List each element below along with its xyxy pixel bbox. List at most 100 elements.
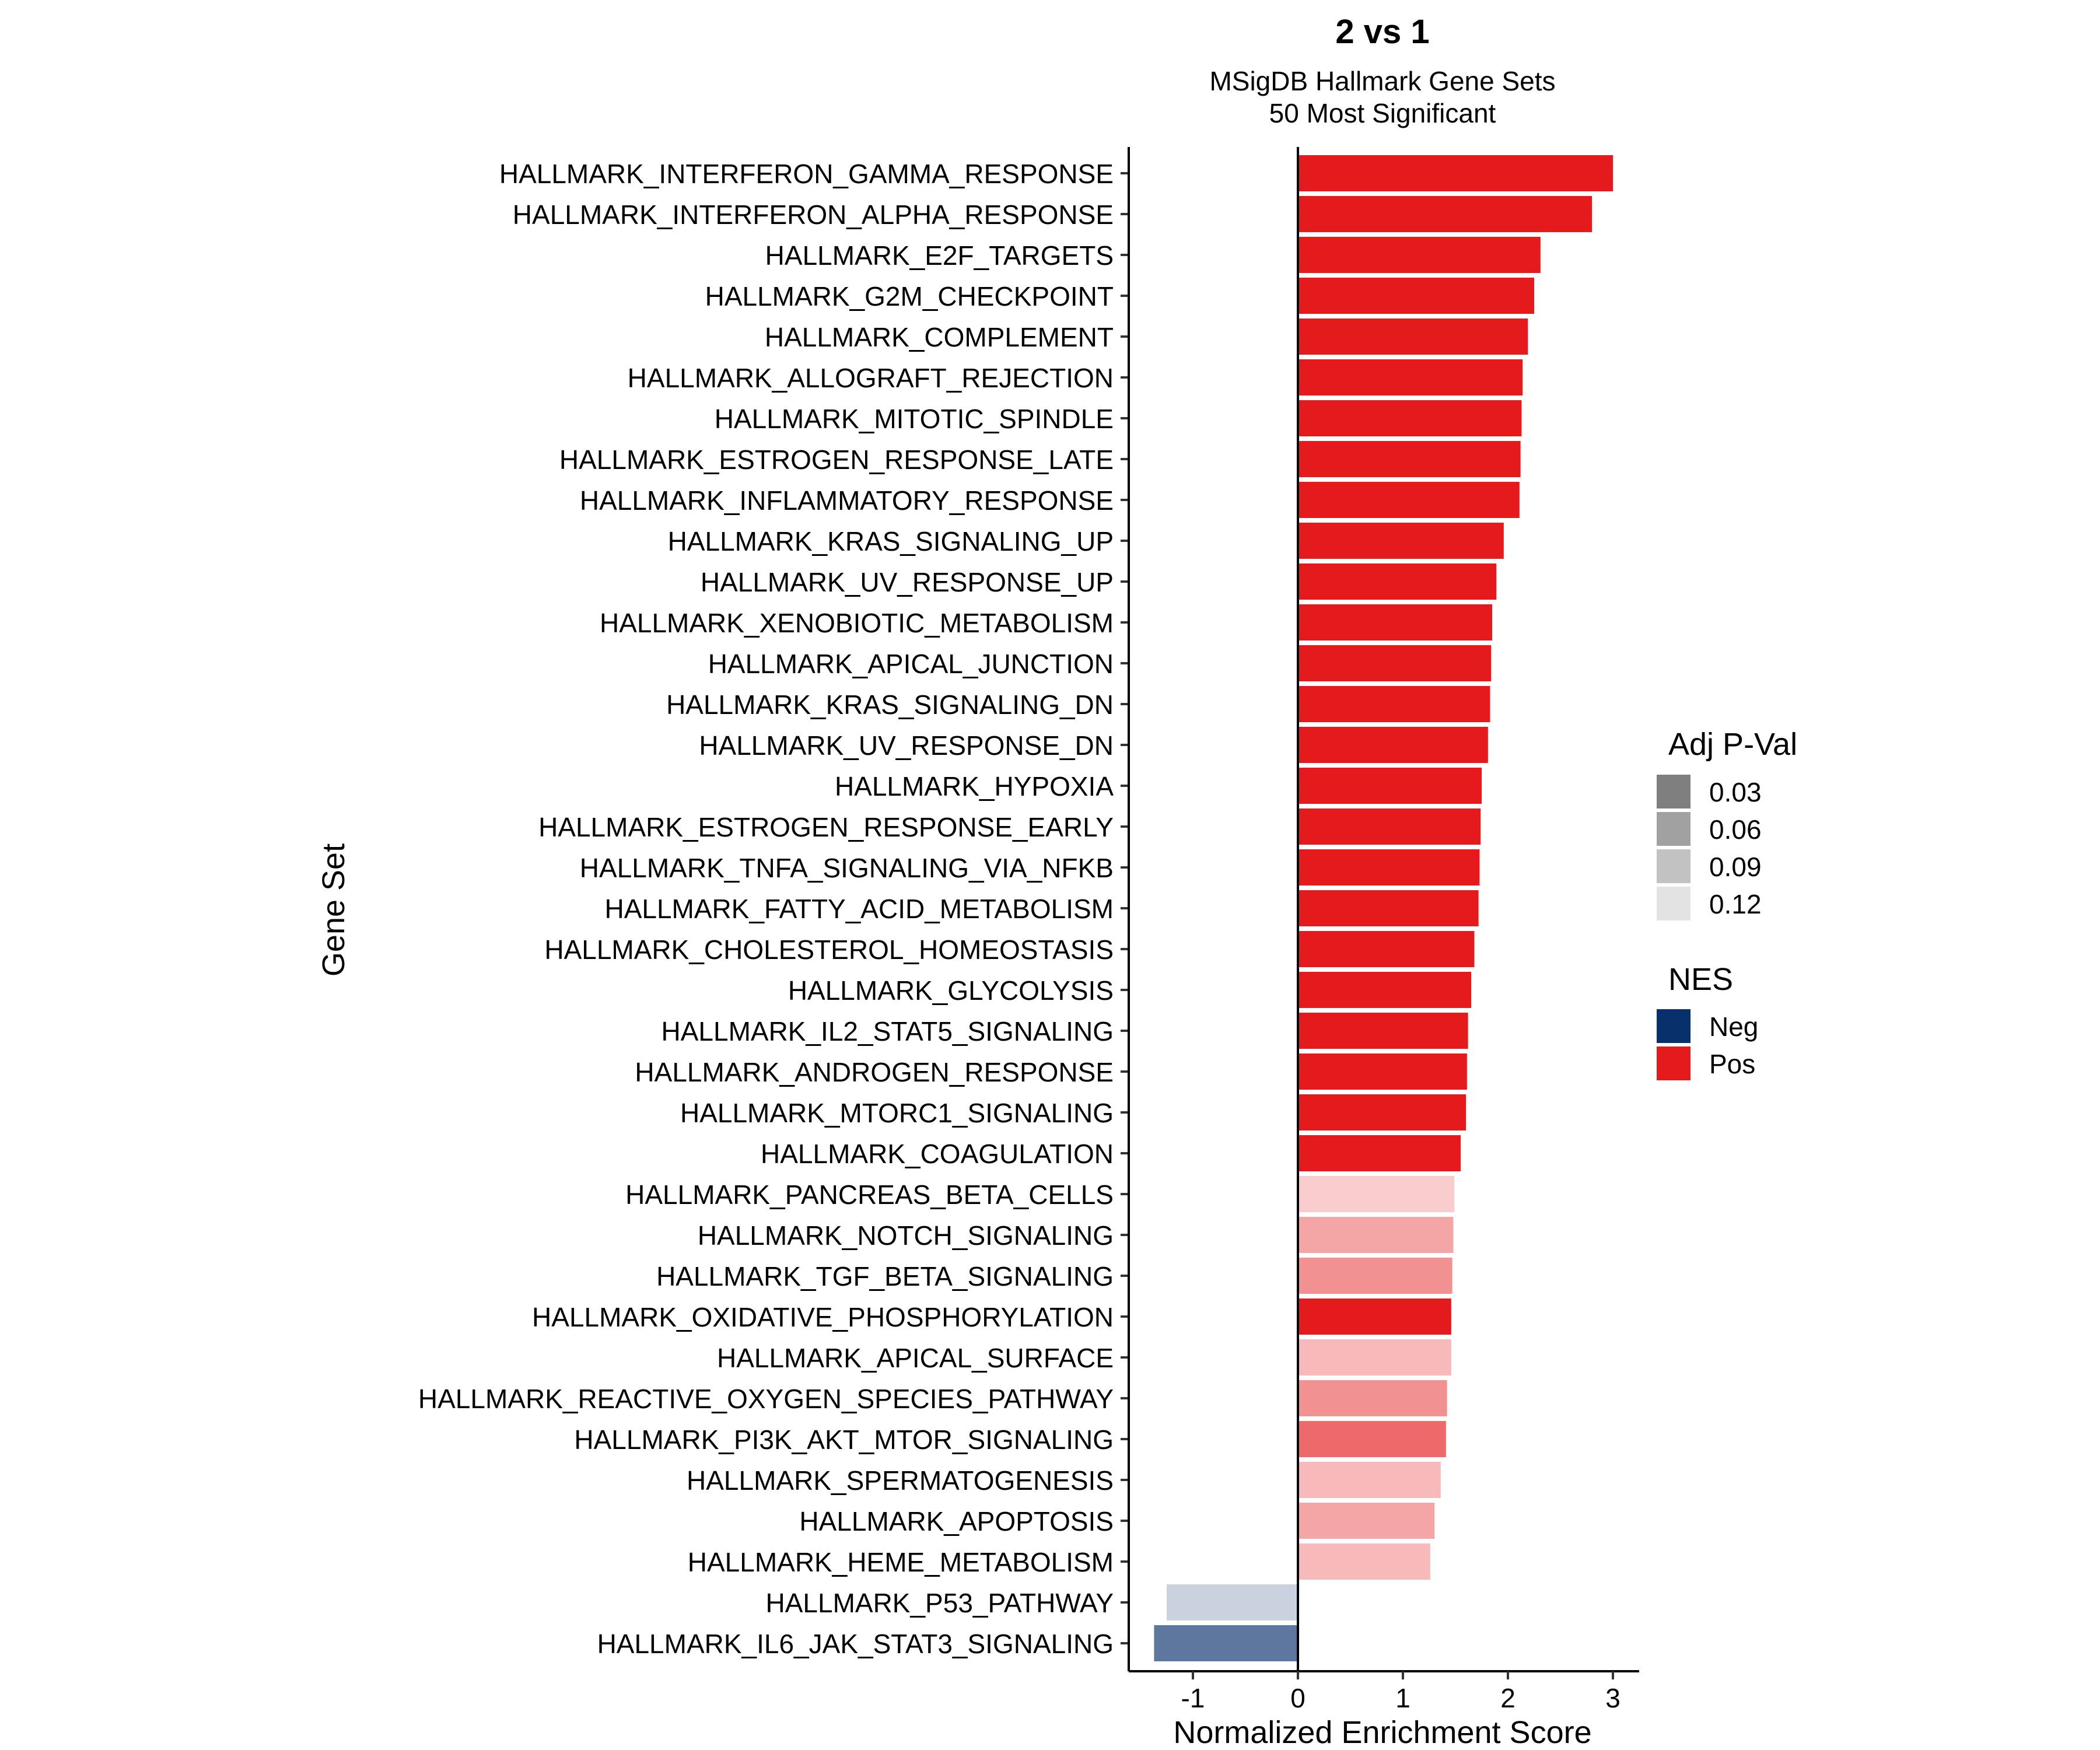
axes <box>1121 147 1639 1672</box>
bar-hallmark-uv-response-up <box>1298 564 1497 600</box>
bar-hallmark-androgen-response <box>1298 1054 1467 1090</box>
legend-padj-label: 0.06 <box>1709 814 1762 845</box>
y-tick-label: HALLMARK_GLYCOLYSIS <box>788 975 1114 1006</box>
y-tick-label: HALLMARK_IL6_JAK_STAT3_SIGNALING <box>597 1629 1114 1659</box>
legend-nes-label: Pos <box>1709 1049 1755 1079</box>
x-tick-label: 2 <box>1500 1683 1516 1713</box>
chart-subtitle-line-2: 50 Most Significant <box>1269 98 1496 128</box>
y-tick-label: HALLMARK_COAGULATION <box>761 1139 1114 1169</box>
x-tick-label: 0 <box>1290 1683 1306 1713</box>
x-tick-label: 3 <box>1605 1683 1620 1713</box>
legend-nes-title: NES <box>1668 962 1733 997</box>
y-tick-label: HALLMARK_KRAS_SIGNALING_UP <box>668 526 1114 556</box>
y-tick-label: HALLMARK_HYPOXIA <box>835 771 1114 802</box>
bar-hallmark-apical-surface <box>1298 1339 1451 1376</box>
bar-hallmark-coagulation <box>1298 1135 1461 1171</box>
x-tick-label: 1 <box>1395 1683 1410 1713</box>
y-tick-label: HALLMARK_ESTROGEN_RESPONSE_LATE <box>559 444 1114 475</box>
bar-hallmark-oxidative-phosphorylation <box>1298 1298 1451 1335</box>
y-tick-label: HALLMARK_TNFA_SIGNALING_VIA_NFKB <box>580 853 1114 883</box>
y-tick-label: HALLMARK_KRAS_SIGNALING_DN <box>666 690 1114 720</box>
bar-hallmark-mtorc1-signaling <box>1298 1094 1466 1130</box>
bars-layer <box>1154 155 1613 1661</box>
legend-nes-swatch-neg <box>1657 1009 1690 1043</box>
chart-title: 2 vs 1 <box>1335 13 1429 51</box>
x-axis-label: Normalized Enrichment Score <box>1173 1715 1591 1750</box>
bar-hallmark-tgf-beta-signaling <box>1298 1258 1452 1294</box>
y-tick-label: HALLMARK_XENOBIOTIC_METABOLISM <box>600 608 1114 638</box>
legend-padj-swatch <box>1657 849 1690 883</box>
bar-hallmark-hypoxia <box>1298 768 1482 804</box>
y-tick-label: HALLMARK_G2M_CHECKPOINT <box>705 281 1114 312</box>
y-tick-label: HALLMARK_OXIDATIVE_PHOSPHORYLATION <box>532 1302 1114 1332</box>
y-tick-label: HALLMARK_TGF_BETA_SIGNALING <box>656 1261 1114 1292</box>
bar-hallmark-estrogen-response-late <box>1298 441 1521 477</box>
y-tick-label: HALLMARK_PI3K_AKT_MTOR_SIGNALING <box>574 1424 1114 1455</box>
bar-hallmark-interferon-alpha-response <box>1298 196 1592 232</box>
bar-hallmark-inflammatory-response <box>1298 482 1520 518</box>
y-tick-label: HALLMARK_INTERFERON_ALPHA_RESPONSE <box>513 200 1114 230</box>
y-tick-label: HALLMARK_P53_PATHWAY <box>766 1588 1114 1618</box>
y-tick-label: HALLMARK_HEME_METABOLISM <box>688 1547 1114 1577</box>
legend-padj-swatch <box>1657 812 1690 846</box>
legend-nes-swatch-pos <box>1657 1046 1690 1080</box>
bar-hallmark-kras-signaling-up <box>1298 523 1504 559</box>
category-labels: HALLMARK_INTERFERON_GAMMA_RESPONSE HALLMA… <box>418 159 1114 1659</box>
legend-padj-label: 0.12 <box>1709 889 1762 919</box>
y-tick-label: HALLMARK_NOTCH_SIGNALING <box>698 1220 1114 1251</box>
bar-hallmark-e2f-targets <box>1298 237 1541 273</box>
y-tick-label: HALLMARK_ANDROGEN_RESPONSE <box>635 1057 1114 1087</box>
legend-nes-label: Neg <box>1709 1012 1758 1042</box>
chart-subtitle-line-1: MSigDB Hallmark Gene Sets <box>1209 66 1555 96</box>
bar-hallmark-p53-pathway <box>1167 1584 1298 1620</box>
bar-hallmark-mitotic-spindle <box>1298 400 1522 436</box>
bar-hallmark-notch-signaling <box>1298 1217 1454 1253</box>
bar-hallmark-xenobiotic-metabolism <box>1298 604 1492 640</box>
legend-padj-label: 0.03 <box>1709 777 1762 807</box>
x-ticks: -1 0 1 2 3 <box>1181 1671 1620 1713</box>
bar-hallmark-spermatogenesis <box>1298 1462 1441 1498</box>
legend-nes-items: Neg Pos <box>1657 1009 1758 1080</box>
bar-hallmark-cholesterol-homeostasis <box>1298 931 1475 967</box>
bar-hallmark-glycolysis <box>1298 972 1471 1008</box>
bar-hallmark-pi3k-akt-mtor-signaling <box>1298 1421 1446 1457</box>
y-tick-label: HALLMARK_MTORC1_SIGNALING <box>680 1098 1114 1128</box>
y-tick-label: HALLMARK_E2F_TARGETS <box>765 240 1114 271</box>
legend: Adj P-Val 0.03 0.06 0.09 0.12 NES Neg Pos <box>1657 727 1797 1080</box>
bar-hallmark-il6-jak-stat3-signaling <box>1154 1625 1298 1661</box>
bar-hallmark-kras-signaling-dn <box>1298 686 1490 722</box>
y-tick-label: HALLMARK_SPERMATOGENESIS <box>687 1465 1114 1496</box>
y-tick-label: HALLMARK_APICAL_JUNCTION <box>708 649 1114 679</box>
bar-hallmark-reactive-oxygen-species-pathway <box>1298 1380 1447 1416</box>
legend-padj-swatch <box>1657 775 1690 808</box>
y-tick-label: HALLMARK_IL2_STAT5_SIGNALING <box>662 1016 1114 1046</box>
legend-padj-items: 0.03 0.06 0.09 0.12 <box>1657 775 1762 921</box>
bar-hallmark-interferon-gamma-response <box>1298 155 1613 191</box>
bar-hallmark-allograft-rejection <box>1298 359 1523 396</box>
y-tick-label: HALLMARK_INTERFERON_GAMMA_RESPONSE <box>499 159 1114 189</box>
y-tick-label: HALLMARK_CHOLESTEROL_HOMEOSTASIS <box>544 935 1114 965</box>
bar-hallmark-pancreas-beta-cells <box>1298 1176 1455 1212</box>
y-tick-label: HALLMARK_UV_RESPONSE_DN <box>699 730 1114 761</box>
bar-hallmark-complement <box>1298 318 1528 355</box>
y-tick-label: HALLMARK_PANCREAS_BETA_CELLS <box>625 1180 1114 1210</box>
bar-hallmark-uv-response-dn <box>1298 727 1488 763</box>
bar-hallmark-apical-junction <box>1298 645 1492 681</box>
bar-hallmark-il2-stat5-signaling <box>1298 1013 1468 1049</box>
y-tick-label: HALLMARK_INFLAMMATORY_RESPONSE <box>580 485 1114 516</box>
y-tick-label: HALLMARK_FATTY_ACID_METABOLISM <box>604 894 1114 924</box>
bar-hallmark-estrogen-response-early <box>1298 808 1481 845</box>
bar-hallmark-g2m-checkpoint <box>1298 278 1534 314</box>
bar-hallmark-heme-metabolism <box>1298 1544 1430 1580</box>
y-tick-label: HALLMARK_APICAL_SURFACE <box>717 1343 1114 1373</box>
y-tick-label: HALLMARK_REACTIVE_OXYGEN_SPECIES_PATHWAY <box>418 1384 1114 1414</box>
y-tick-label: HALLMARK_UV_RESPONSE_UP <box>701 567 1114 597</box>
y-tick-label: HALLMARK_ALLOGRAFT_REJECTION <box>628 363 1114 393</box>
bar-hallmark-tnfa-signaling-via-nfkb <box>1298 849 1480 886</box>
y-tick-label: HALLMARK_APOPTOSIS <box>799 1506 1114 1536</box>
bar-hallmark-apoptosis <box>1298 1503 1434 1539</box>
y-axis-label: Gene Set <box>316 844 351 977</box>
legend-padj-title: Adj P-Val <box>1668 727 1797 762</box>
y-tick-label: HALLMARK_MITOTIC_SPINDLE <box>715 404 1114 434</box>
